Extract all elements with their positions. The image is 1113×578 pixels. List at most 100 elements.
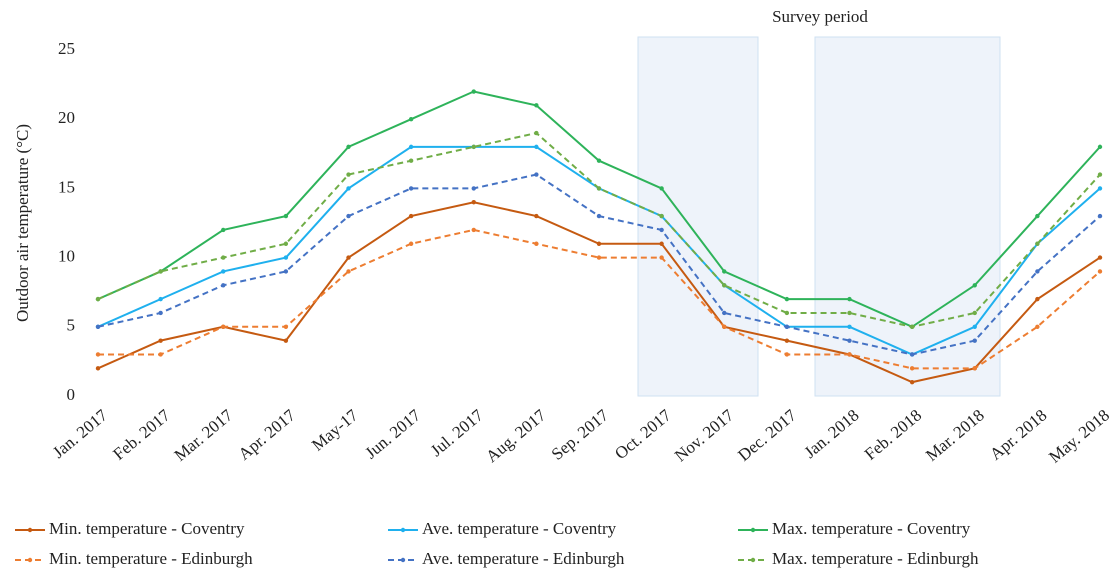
x-tick-label: Jul. 2017 bbox=[427, 405, 487, 460]
marker bbox=[659, 213, 664, 219]
marker bbox=[847, 352, 852, 357]
marker bbox=[471, 200, 476, 205]
marker bbox=[346, 269, 351, 274]
marker bbox=[784, 324, 790, 329]
legend-label: Min. temperature - Coventry bbox=[49, 519, 245, 538]
marker bbox=[283, 213, 289, 219]
marker bbox=[408, 158, 414, 163]
marker bbox=[1097, 255, 1103, 260]
marker bbox=[408, 117, 414, 122]
marker bbox=[972, 310, 977, 316]
marker bbox=[471, 144, 476, 150]
marker bbox=[534, 103, 539, 108]
marker bbox=[909, 352, 915, 357]
marker bbox=[972, 366, 977, 371]
marker bbox=[659, 227, 664, 233]
legend-marker bbox=[27, 527, 33, 533]
marker bbox=[659, 241, 664, 246]
marker bbox=[95, 352, 101, 357]
marker bbox=[221, 255, 226, 260]
x-tick-label: May-17 bbox=[308, 405, 362, 454]
marker bbox=[1035, 296, 1040, 302]
marker bbox=[722, 324, 727, 329]
marker bbox=[283, 255, 289, 260]
marker bbox=[1035, 269, 1040, 274]
marker bbox=[722, 283, 727, 288]
x-tick-label: Jan. 2018 bbox=[800, 406, 862, 462]
survey-band bbox=[814, 36, 1001, 397]
x-tick-label: May. 2018 bbox=[1045, 406, 1113, 467]
marker bbox=[408, 241, 414, 246]
y-tick-label: 15 bbox=[58, 177, 75, 196]
marker bbox=[784, 296, 790, 302]
marker bbox=[346, 172, 351, 177]
marker bbox=[283, 338, 289, 343]
legend-marker bbox=[750, 527, 756, 533]
marker bbox=[221, 283, 226, 288]
legend-label: Max. temperature - Coventry bbox=[772, 519, 971, 538]
marker bbox=[659, 186, 664, 191]
x-tick-label: Sep. 2017 bbox=[548, 405, 613, 464]
x-tick-label: Feb. 2017 bbox=[109, 405, 174, 464]
marker bbox=[972, 324, 977, 329]
marker bbox=[722, 269, 727, 274]
marker bbox=[95, 296, 101, 302]
marker bbox=[1097, 172, 1103, 177]
legend-label: Ave. temperature - Edinburgh bbox=[422, 549, 625, 568]
marker bbox=[534, 144, 539, 150]
marker bbox=[1035, 213, 1040, 219]
marker bbox=[408, 144, 414, 150]
marker bbox=[909, 379, 915, 385]
survey-band bbox=[637, 36, 759, 397]
marker bbox=[471, 89, 476, 94]
series-line bbox=[97, 131, 1101, 328]
marker bbox=[346, 213, 351, 219]
y-axis-label: Outdoor air temperature (°C) bbox=[13, 124, 32, 322]
annotation: Survey period bbox=[772, 7, 868, 26]
y-tick-label: 10 bbox=[58, 247, 75, 266]
legend-label: Min. temperature - Edinburgh bbox=[49, 549, 253, 568]
x-tick-label: Jun. 2017 bbox=[361, 405, 424, 462]
x-tick-label: Mar. 2017 bbox=[171, 405, 237, 465]
marker bbox=[847, 338, 852, 343]
marker bbox=[283, 241, 289, 246]
marker bbox=[221, 269, 226, 274]
y-tick-label: 20 bbox=[58, 108, 75, 127]
marker bbox=[596, 213, 602, 219]
marker bbox=[408, 186, 414, 191]
marker bbox=[1035, 324, 1040, 329]
legend-label: Max. temperature - Edinburgh bbox=[772, 549, 979, 568]
marker bbox=[158, 352, 163, 357]
x-tick-label: Oct. 2017 bbox=[611, 405, 675, 463]
x-tick-label: Apr. 2017 bbox=[235, 405, 300, 464]
marker bbox=[1035, 241, 1040, 246]
marker bbox=[408, 213, 414, 219]
legend-label: Ave. temperature - Coventry bbox=[422, 519, 617, 538]
marker bbox=[909, 366, 915, 371]
marker bbox=[158, 296, 163, 302]
marker bbox=[346, 186, 351, 191]
marker bbox=[596, 158, 602, 163]
marker bbox=[471, 186, 476, 191]
marker bbox=[221, 227, 226, 233]
marker bbox=[972, 283, 977, 288]
marker bbox=[847, 310, 852, 316]
marker bbox=[1097, 144, 1103, 150]
marker bbox=[909, 324, 915, 329]
x-tick-label: Nov. 2017 bbox=[671, 405, 738, 465]
marker bbox=[95, 324, 101, 329]
legend-marker bbox=[27, 557, 33, 563]
marker bbox=[534, 172, 539, 177]
x-tick-label: Apr. 2018 bbox=[986, 406, 1050, 464]
y-tick-label: 0 bbox=[67, 385, 76, 404]
x-tick-label: Jan. 2017 bbox=[49, 405, 112, 462]
marker bbox=[221, 324, 226, 329]
marker bbox=[1097, 269, 1103, 274]
marker bbox=[847, 324, 852, 329]
marker bbox=[346, 255, 351, 260]
x-tick-label: Mar. 2018 bbox=[922, 406, 988, 465]
marker bbox=[158, 269, 163, 274]
legend-marker bbox=[750, 557, 756, 563]
marker bbox=[158, 338, 163, 343]
